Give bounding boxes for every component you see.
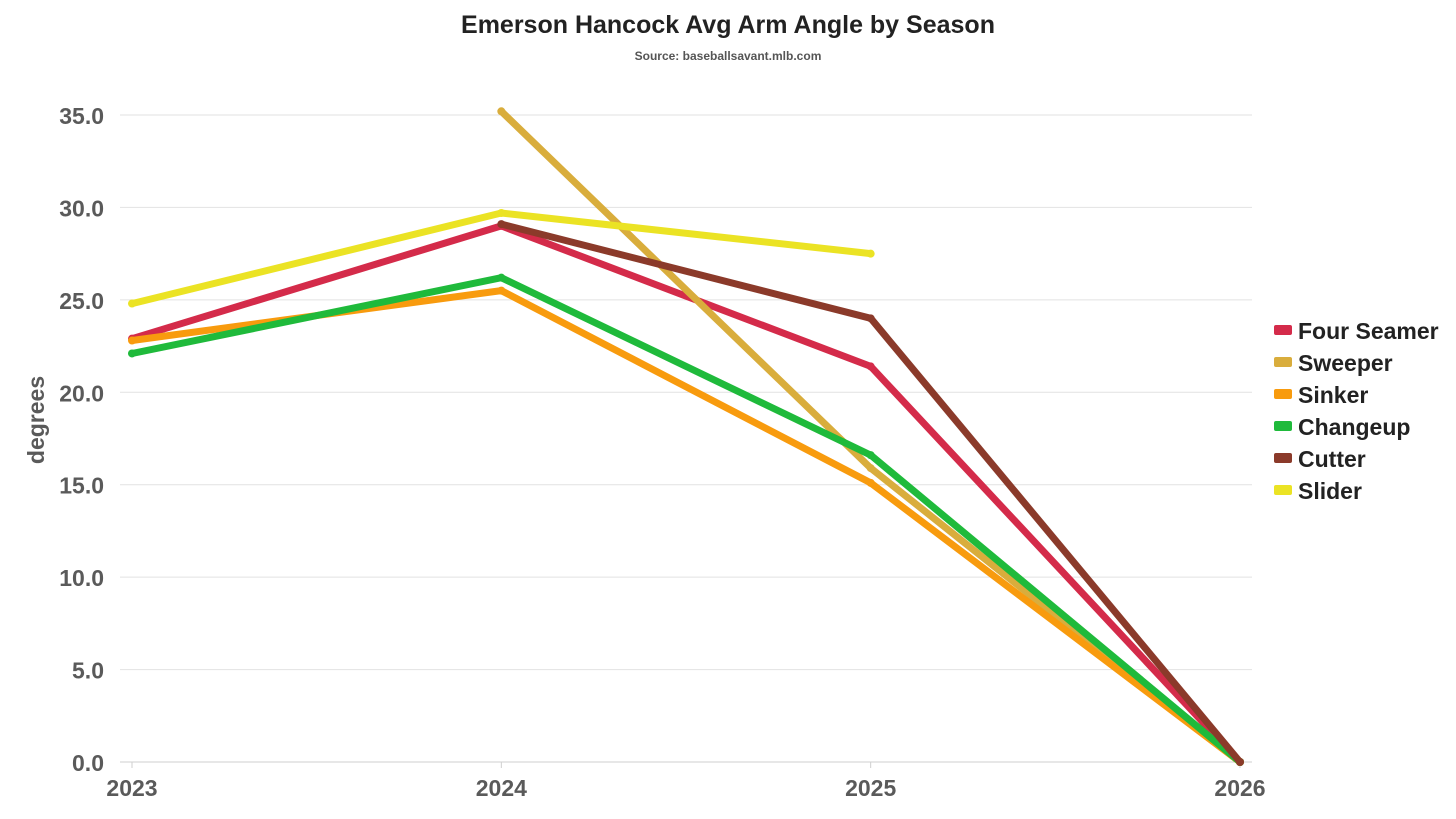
- data-point: [866, 249, 875, 258]
- chart-subtitle: Source: baseballsavant.mlb.com: [635, 49, 822, 63]
- legend-item: Sinker: [1274, 382, 1368, 408]
- x-tick-label: 2026: [1214, 775, 1265, 801]
- data-point: [497, 220, 506, 229]
- legend-swatch: [1274, 389, 1292, 399]
- data-point: [866, 362, 875, 371]
- legend-label: Sweeper: [1298, 350, 1393, 376]
- legend-swatch: [1274, 421, 1292, 431]
- data-point: [128, 349, 136, 358]
- data-point: [866, 451, 875, 460]
- series-line: [128, 274, 1244, 766]
- data-point: [1236, 758, 1244, 766]
- legend-swatch: [1274, 325, 1292, 335]
- series-slider: [128, 208, 875, 308]
- x-tick-label: 2024: [476, 775, 527, 801]
- x-tick-label: 2025: [845, 775, 896, 801]
- legend-item: Cutter: [1274, 446, 1366, 472]
- data-point: [866, 464, 875, 473]
- legend-item: Changeup: [1274, 414, 1410, 440]
- series-changeup: [128, 273, 1244, 766]
- legend-label: Cutter: [1298, 446, 1366, 472]
- legend-label: Changeup: [1298, 414, 1410, 440]
- data-point: [497, 107, 506, 116]
- data-point: [497, 208, 506, 217]
- series-cutter: [497, 220, 1244, 766]
- legend-label: Slider: [1298, 478, 1362, 504]
- y-tick-label: 15.0: [59, 473, 104, 499]
- series-sinker: [128, 286, 1244, 766]
- chart-title: Emerson Hancock Avg Arm Angle by Season: [461, 11, 995, 39]
- legend: Four Seamer Sweeper Sinker Changeup Cutter Sl…: [1274, 318, 1439, 504]
- y-tick-label: 20.0: [59, 380, 104, 406]
- y-tick-label: 0.0: [72, 750, 104, 776]
- y-axis: 0.0 5.0 10.0 15.0 20.0 25.0 30.0 35.0: [59, 103, 104, 776]
- y-tick-label: 35.0: [59, 103, 104, 129]
- legend-swatch: [1274, 357, 1292, 367]
- series-lines: [128, 107, 1244, 766]
- y-tick-label: 25.0: [59, 288, 104, 314]
- y-axis-label: degrees: [23, 376, 49, 464]
- legend-swatch: [1274, 453, 1292, 463]
- legend-swatch: [1274, 485, 1292, 495]
- legend-label: Four Seamer: [1298, 318, 1439, 344]
- data-point: [866, 314, 875, 323]
- series-line: [497, 107, 1244, 766]
- data-point: [128, 336, 136, 345]
- gridlines: [120, 114, 1252, 671]
- series-line: [128, 287, 1244, 766]
- series-sweeper: [497, 107, 1244, 766]
- data-point: [866, 478, 875, 487]
- y-tick-label: 10.0: [59, 565, 104, 591]
- data-point: [497, 286, 506, 295]
- x-axis: 2023 2024 2025 2026: [106, 761, 1266, 801]
- data-point: [497, 273, 506, 282]
- data-point: [128, 299, 136, 308]
- series-four-seamer: [128, 221, 1244, 766]
- legend-label: Sinker: [1298, 382, 1368, 408]
- x-tick-label: 2023: [106, 775, 157, 801]
- y-tick-label: 30.0: [59, 195, 104, 221]
- legend-item: Slider: [1274, 478, 1362, 504]
- legend-item: Sweeper: [1274, 350, 1393, 376]
- series-line: [128, 222, 1244, 766]
- legend-item: Four Seamer: [1274, 318, 1439, 344]
- y-tick-label: 5.0: [72, 658, 104, 684]
